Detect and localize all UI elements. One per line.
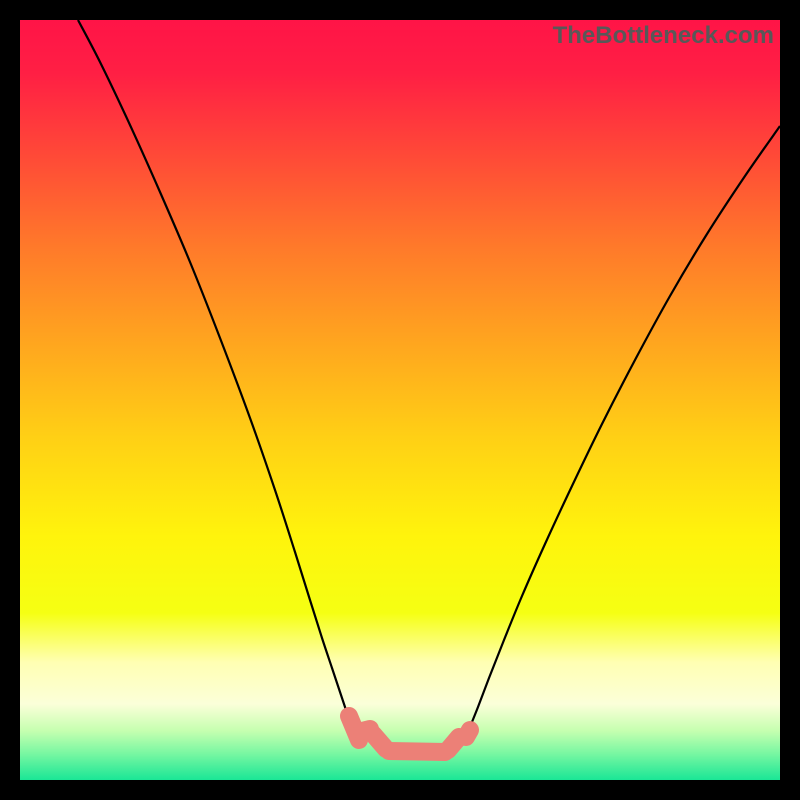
marker-capsule <box>389 751 445 752</box>
watermark-text: TheBottleneck.com <box>553 22 774 50</box>
bottleneck-curve <box>78 20 780 753</box>
plot-area <box>20 20 780 780</box>
curve-layer <box>0 0 800 800</box>
marker-capsule <box>466 730 470 737</box>
